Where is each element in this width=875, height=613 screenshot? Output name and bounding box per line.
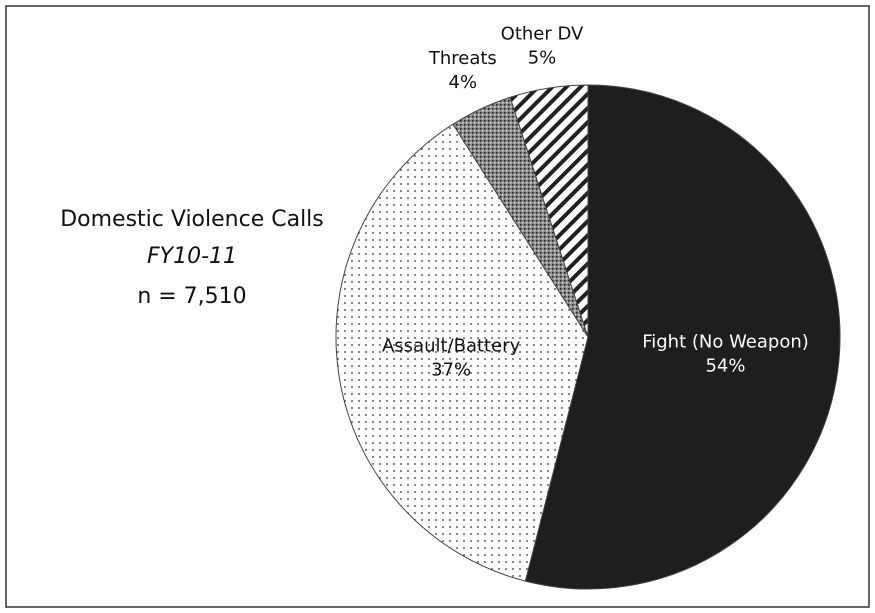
- slice-label: Assault/Battery: [382, 336, 521, 357]
- slice-label: Fight (No Weapon): [642, 331, 809, 352]
- slice-value-label: 54%: [705, 355, 745, 376]
- chart-title: Domestic Violence Calls: [60, 207, 324, 232]
- slice-value-label: 4%: [449, 72, 478, 93]
- chart-subtitle: FY10-11: [147, 244, 237, 269]
- annotation: n = 7,510: [137, 284, 246, 309]
- frame: [5, 5, 870, 608]
- slice-label: Threats: [428, 48, 497, 69]
- slice-value-label: 37%: [431, 360, 471, 381]
- pie-slice: [524, 84, 841, 590]
- pie-slice: [509, 84, 589, 338]
- slice-value-label: 5%: [528, 48, 557, 69]
- slice-label: Other DV: [501, 24, 584, 45]
